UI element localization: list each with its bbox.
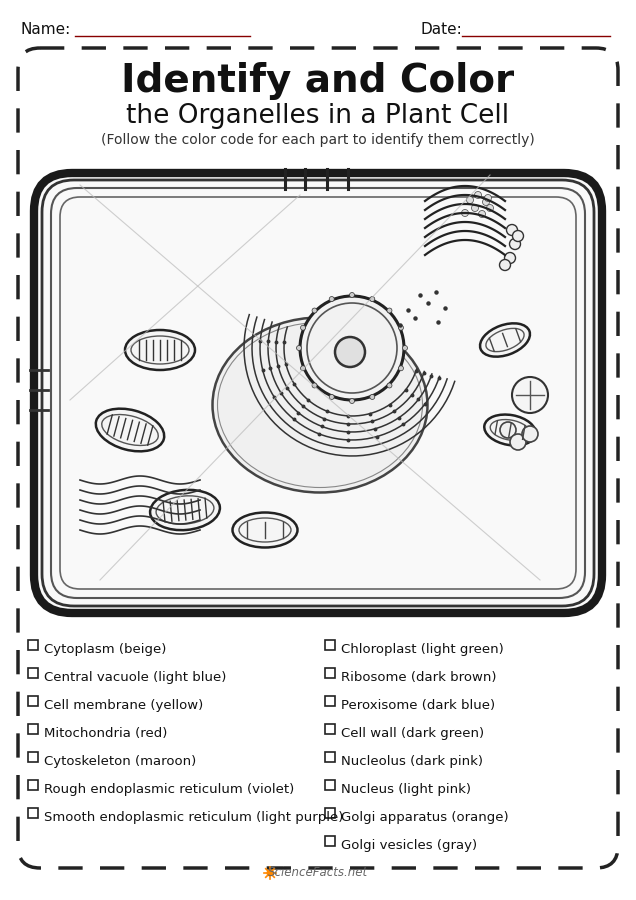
- Circle shape: [387, 383, 392, 388]
- Text: Nucleolus (dark pink): Nucleolus (dark pink): [341, 754, 483, 768]
- Bar: [28, 724, 38, 734]
- Circle shape: [499, 259, 511, 271]
- Bar: [28, 668, 38, 678]
- Ellipse shape: [96, 409, 164, 451]
- Bar: [325, 808, 335, 818]
- Bar: [28, 640, 38, 650]
- Circle shape: [483, 199, 490, 205]
- Circle shape: [370, 296, 375, 302]
- Text: Smooth endoplasmic reticulum (light purple): Smooth endoplasmic reticulum (light purp…: [44, 811, 343, 824]
- Circle shape: [504, 253, 516, 264]
- Text: Golgi vesicles (gray): Golgi vesicles (gray): [341, 839, 477, 851]
- Text: Cell membrane (yellow): Cell membrane (yellow): [44, 698, 204, 712]
- Bar: [28, 808, 38, 818]
- Circle shape: [350, 399, 354, 403]
- Bar: [325, 752, 335, 762]
- Circle shape: [462, 210, 469, 217]
- Circle shape: [329, 296, 334, 302]
- Circle shape: [300, 296, 404, 400]
- Text: Name:: Name:: [20, 22, 70, 37]
- Circle shape: [522, 426, 538, 442]
- Text: Nucleus (light pink): Nucleus (light pink): [341, 782, 471, 796]
- Ellipse shape: [212, 318, 427, 492]
- Text: the Organelles in a Plant Cell: the Organelles in a Plant Cell: [127, 103, 509, 129]
- Circle shape: [312, 383, 317, 388]
- Circle shape: [510, 434, 526, 450]
- Circle shape: [329, 394, 334, 400]
- Circle shape: [478, 211, 485, 218]
- Text: Mitochondria (red): Mitochondria (red): [44, 726, 167, 740]
- Ellipse shape: [150, 490, 220, 530]
- Text: Ribosome (dark brown): Ribosome (dark brown): [341, 670, 497, 683]
- Circle shape: [335, 337, 365, 367]
- Text: Cytoplasm (beige): Cytoplasm (beige): [44, 643, 167, 655]
- Circle shape: [509, 238, 520, 249]
- Circle shape: [487, 204, 494, 212]
- Bar: [325, 724, 335, 734]
- Circle shape: [387, 308, 392, 313]
- Circle shape: [500, 422, 516, 438]
- Text: ScienceFacts.net: ScienceFacts.net: [268, 867, 368, 879]
- Text: Identify and Color: Identify and Color: [121, 62, 515, 100]
- FancyBboxPatch shape: [34, 173, 602, 613]
- Circle shape: [370, 394, 375, 400]
- Bar: [325, 668, 335, 678]
- Circle shape: [466, 196, 473, 203]
- Text: Central vacuole (light blue): Central vacuole (light blue): [44, 670, 226, 683]
- Text: Date:: Date:: [420, 22, 462, 37]
- Bar: [325, 780, 335, 790]
- Circle shape: [512, 377, 548, 413]
- Circle shape: [399, 325, 403, 330]
- Text: (Follow the color code for each part to identify them correctly): (Follow the color code for each part to …: [101, 133, 535, 147]
- Circle shape: [513, 230, 523, 241]
- Bar: [325, 640, 335, 650]
- Ellipse shape: [480, 323, 530, 356]
- Ellipse shape: [125, 330, 195, 370]
- Circle shape: [399, 365, 403, 371]
- Circle shape: [312, 308, 317, 313]
- Bar: [28, 696, 38, 706]
- Circle shape: [506, 224, 518, 236]
- Text: Cell wall (dark green): Cell wall (dark green): [341, 726, 484, 740]
- Bar: [325, 836, 335, 846]
- Circle shape: [485, 194, 492, 202]
- Circle shape: [267, 870, 273, 876]
- Text: Rough endoplasmic reticulum (violet): Rough endoplasmic reticulum (violet): [44, 782, 294, 796]
- Text: Cytoskeleton (maroon): Cytoskeleton (maroon): [44, 754, 197, 768]
- Circle shape: [474, 192, 481, 199]
- Text: Peroxisome (dark blue): Peroxisome (dark blue): [341, 698, 495, 712]
- Circle shape: [471, 204, 478, 212]
- Circle shape: [301, 365, 305, 371]
- Bar: [28, 780, 38, 790]
- Circle shape: [403, 346, 408, 350]
- Ellipse shape: [233, 512, 298, 547]
- Text: Chloroplast (light green): Chloroplast (light green): [341, 643, 504, 655]
- Circle shape: [350, 292, 354, 298]
- Circle shape: [301, 325, 305, 330]
- Bar: [28, 752, 38, 762]
- Text: Golgi apparatus (orange): Golgi apparatus (orange): [341, 811, 509, 824]
- Circle shape: [296, 346, 301, 350]
- Ellipse shape: [484, 415, 536, 446]
- Bar: [325, 696, 335, 706]
